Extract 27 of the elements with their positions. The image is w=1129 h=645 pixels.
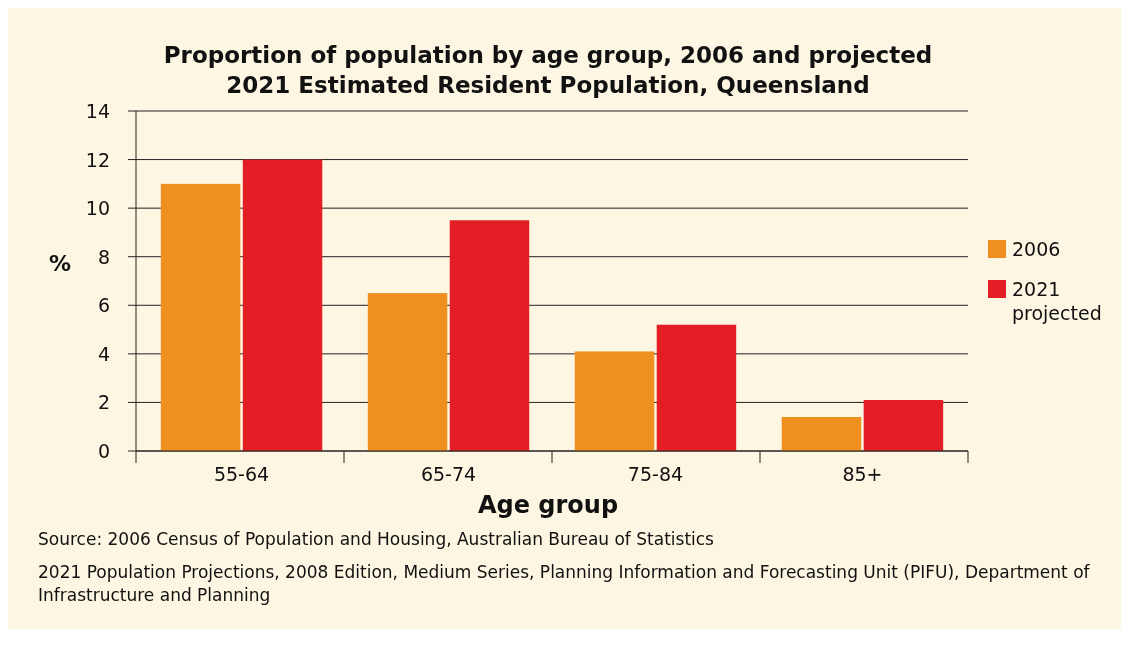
bar [574, 351, 655, 451]
y-axis-title: % [48, 251, 72, 276]
legend-label: 2006 [1012, 238, 1061, 260]
y-tick-label: 8 [97, 245, 110, 268]
bar [160, 183, 241, 451]
bar [863, 400, 944, 451]
y-tick-label: 4 [97, 342, 110, 365]
bar [242, 159, 323, 451]
y-tick-label: 14 [85, 100, 110, 122]
source-note: Source: 2006 Census of Population and Housing, Australian Bureau of Statistics [38, 528, 715, 551]
bar [367, 293, 448, 451]
y-tick-label: 6 [97, 294, 110, 317]
bar [781, 417, 862, 451]
x-tick-label: 85+ [842, 463, 883, 485]
bar [449, 220, 530, 451]
chart-title: Proportion of population by age group, 2006 and projected 2021 Estimated Resident Population, Queensland [163, 42, 933, 98]
y-tick-label: 0 [97, 440, 110, 462]
bar [656, 324, 737, 451]
y-tick-label: 2 [97, 391, 110, 414]
x-tick-label: 75-84 [627, 463, 684, 485]
y-tick-label: 12 [85, 148, 110, 171]
x-tick-label: 65-74 [420, 463, 477, 485]
y-tick-label: 10 [85, 197, 110, 220]
x-tick-label: 55-64 [213, 463, 270, 485]
x-axis-title: Age group [477, 491, 619, 519]
legend-label: 2021 projected [1012, 278, 1102, 324]
text: 2021 Population Projections, 2008 Edition, Medium Series, Planning Information and Forecasting Unit (PIFU), Department of Infrastructure and Planning [38, 561, 1091, 607]
